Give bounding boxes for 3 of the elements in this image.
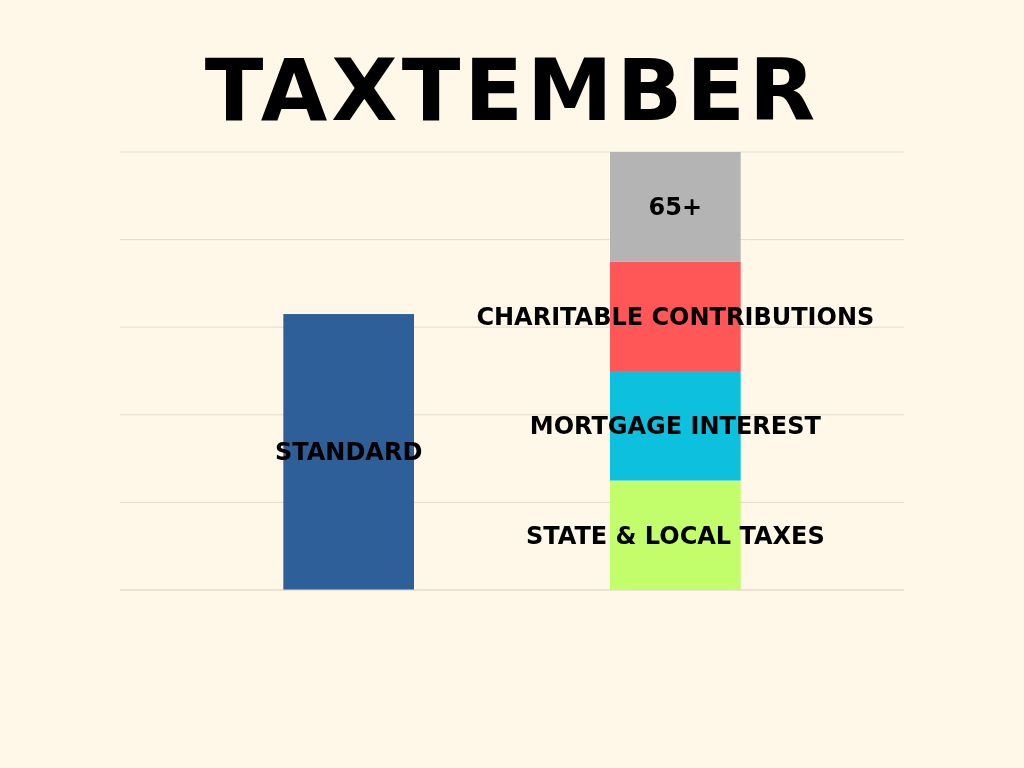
chart-title: TAXTEMBER — [204, 40, 820, 140]
series-label: STATE & LOCAL TAXES — [525, 521, 825, 550]
series-label: 65+ — [648, 193, 703, 222]
